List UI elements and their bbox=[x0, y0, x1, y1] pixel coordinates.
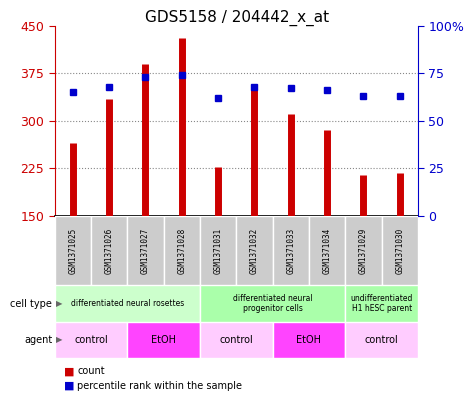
Text: GSM1371027: GSM1371027 bbox=[141, 228, 150, 274]
Bar bbox=[345, 322, 418, 358]
Text: GSM1371032: GSM1371032 bbox=[250, 228, 259, 274]
Text: ▶: ▶ bbox=[56, 299, 63, 308]
Text: control: control bbox=[219, 335, 253, 345]
Text: GSM1371025: GSM1371025 bbox=[68, 228, 77, 274]
Bar bbox=[237, 216, 273, 285]
Text: EtOH: EtOH bbox=[151, 335, 176, 345]
Text: differentiated neural
progenitor cells: differentiated neural progenitor cells bbox=[233, 294, 313, 313]
Text: GSM1371030: GSM1371030 bbox=[395, 228, 404, 274]
Text: control: control bbox=[365, 335, 399, 345]
Bar bbox=[381, 216, 418, 285]
Bar bbox=[163, 216, 200, 285]
Bar bbox=[55, 322, 127, 358]
Text: GSM1371031: GSM1371031 bbox=[214, 228, 223, 274]
Text: GDS5158 / 204442_x_at: GDS5158 / 204442_x_at bbox=[145, 10, 330, 26]
Text: GSM1371034: GSM1371034 bbox=[323, 228, 332, 274]
Bar bbox=[127, 322, 200, 358]
Bar bbox=[345, 285, 418, 322]
Bar bbox=[273, 216, 309, 285]
Text: GSM1371033: GSM1371033 bbox=[286, 228, 295, 274]
Bar bbox=[91, 216, 127, 285]
Text: ▶: ▶ bbox=[56, 336, 63, 344]
Bar bbox=[309, 216, 345, 285]
Text: agent: agent bbox=[24, 335, 52, 345]
Text: control: control bbox=[74, 335, 108, 345]
Text: ■: ■ bbox=[64, 381, 75, 391]
Bar bbox=[55, 216, 91, 285]
Text: percentile rank within the sample: percentile rank within the sample bbox=[77, 381, 242, 391]
Text: EtOH: EtOH bbox=[296, 335, 322, 345]
Bar bbox=[127, 216, 163, 285]
Text: GSM1371026: GSM1371026 bbox=[104, 228, 114, 274]
Text: cell type: cell type bbox=[10, 299, 52, 309]
Text: differentiated neural rosettes: differentiated neural rosettes bbox=[71, 299, 184, 308]
Bar bbox=[55, 285, 200, 322]
Bar bbox=[200, 285, 345, 322]
Bar bbox=[200, 216, 237, 285]
Text: GSM1371029: GSM1371029 bbox=[359, 228, 368, 274]
Text: count: count bbox=[77, 366, 105, 376]
Text: GSM1371028: GSM1371028 bbox=[177, 228, 186, 274]
Bar bbox=[200, 322, 273, 358]
Text: ■: ■ bbox=[64, 366, 75, 376]
Text: undifferentiated
H1 hESC parent: undifferentiated H1 hESC parent bbox=[351, 294, 413, 313]
Bar bbox=[345, 216, 381, 285]
Bar bbox=[273, 322, 345, 358]
